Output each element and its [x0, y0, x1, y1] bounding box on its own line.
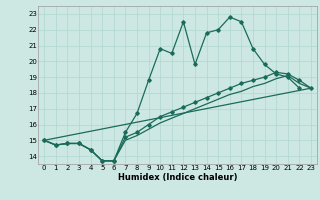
X-axis label: Humidex (Indice chaleur): Humidex (Indice chaleur) — [118, 173, 237, 182]
